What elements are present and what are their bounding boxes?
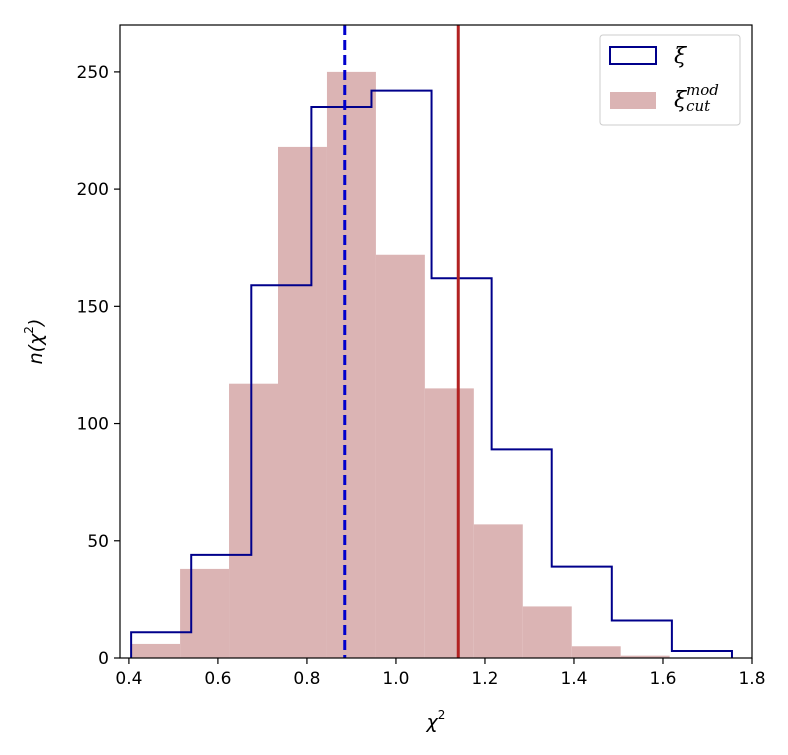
y-axis-label: n(χ2) [22,319,47,365]
filled-bar [473,524,523,658]
y-tick-label: 50 [87,532,109,552]
y-tick-label: 100 [77,415,109,435]
x-tick-label: 0.8 [293,669,320,689]
vertical-lines-layer [343,25,460,658]
x-tick-label: 1.6 [649,669,676,689]
filled-bar [326,71,376,658]
filled-bar [424,388,474,658]
legend-label-xi-cut-mod: ξcutmod [674,81,719,115]
y-tick-label: 0 [98,649,109,669]
filled-bar [620,655,670,658]
y-tick-label: 250 [77,63,109,83]
x-axis-ticks: 0.4 0.6 0.8 1.0 1.2 1.4 1.6 1.8 [115,658,766,689]
filled-bar [131,643,181,658]
filled-bar [571,646,621,658]
y-tick-label: 200 [77,180,109,200]
legend: ξ ξcutmod [599,34,741,126]
y-tick-label: 150 [77,297,109,317]
filled-bar [180,568,230,658]
step-series-layer [130,89,733,658]
x-tick-label: 1.4 [560,669,587,689]
legend-box [599,34,741,126]
filled-bar [278,146,327,658]
x-tick-label: 1.8 [738,669,765,689]
x-tick-label: 0.6 [204,669,231,689]
filled-bars-layer [131,71,670,658]
x-tick-label: 1.2 [471,669,498,689]
plot-frame [119,24,753,659]
y-axis-ticks: 0 50 100 150 200 250 [77,63,120,669]
legend-swatch-xi-cut-mod [610,92,656,109]
filled-bar [229,383,278,658]
filled-bar [375,254,425,658]
step-series-line [130,89,733,658]
x-axis-label: χ2 [426,708,446,733]
x-tick-label: 0.4 [115,669,142,689]
filled-bar [522,606,572,658]
x-tick-label: 1.0 [382,669,409,689]
legend-label-xi: ξ [674,44,688,69]
legend-swatch-xi [609,46,657,65]
